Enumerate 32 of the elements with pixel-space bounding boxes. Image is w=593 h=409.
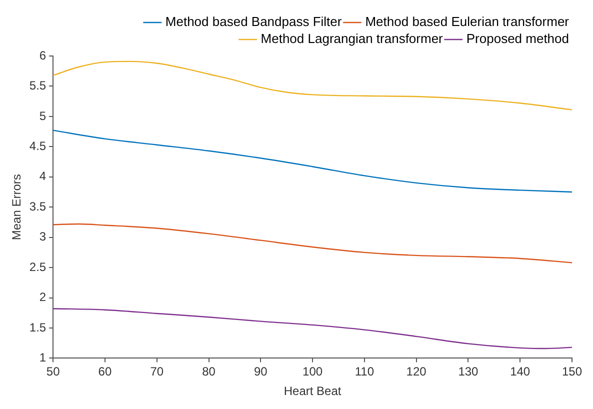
y-axis-title: Mean Errors <box>10 174 24 240</box>
x-axis-title: Heart Beat <box>284 384 342 398</box>
x-tick-label: 100 <box>302 364 323 379</box>
y-tick-label: 4 <box>39 169 46 184</box>
legend-label: Method based Bandpass Filter <box>165 14 342 30</box>
legend-label: Method Lagrangian transformer <box>260 31 444 46</box>
line-series <box>53 130 572 193</box>
x-tick-label: 130 <box>458 364 479 379</box>
y-tick-label: 5.5 <box>29 78 46 93</box>
y-tick-label: 2 <box>39 290 46 304</box>
y-tick-label: 1 <box>39 350 46 365</box>
legend-label: Proposed method <box>466 31 569 46</box>
x-tick-label: 90 <box>254 364 268 379</box>
x-tick-label: 80 <box>202 364 216 379</box>
line-series <box>53 223 572 264</box>
x-tick-label: 150 <box>562 364 582 379</box>
x-tick-label: 110 <box>354 364 374 379</box>
y-tick-label: 3.5 <box>29 199 46 214</box>
y-tick-label: 1.5 <box>29 320 46 334</box>
x-tick-label: 60 <box>98 364 112 379</box>
y-tick-label: 3 <box>39 230 46 244</box>
y-tick-label: 5 <box>39 108 46 123</box>
x-tick-label: 50 <box>46 364 60 379</box>
x-tick-label: 120 <box>406 364 427 379</box>
y-tick-label: 6 <box>39 48 46 62</box>
line-series <box>53 60 572 110</box>
legend-label: Method based Eulerian transformer <box>365 14 570 30</box>
y-tick-label: 4.5 <box>29 138 46 153</box>
x-tick-label: 140 <box>510 364 530 379</box>
y-tick-label: 2.5 <box>29 260 46 274</box>
x-tick-label: 70 <box>150 364 164 379</box>
line-series <box>53 308 572 350</box>
